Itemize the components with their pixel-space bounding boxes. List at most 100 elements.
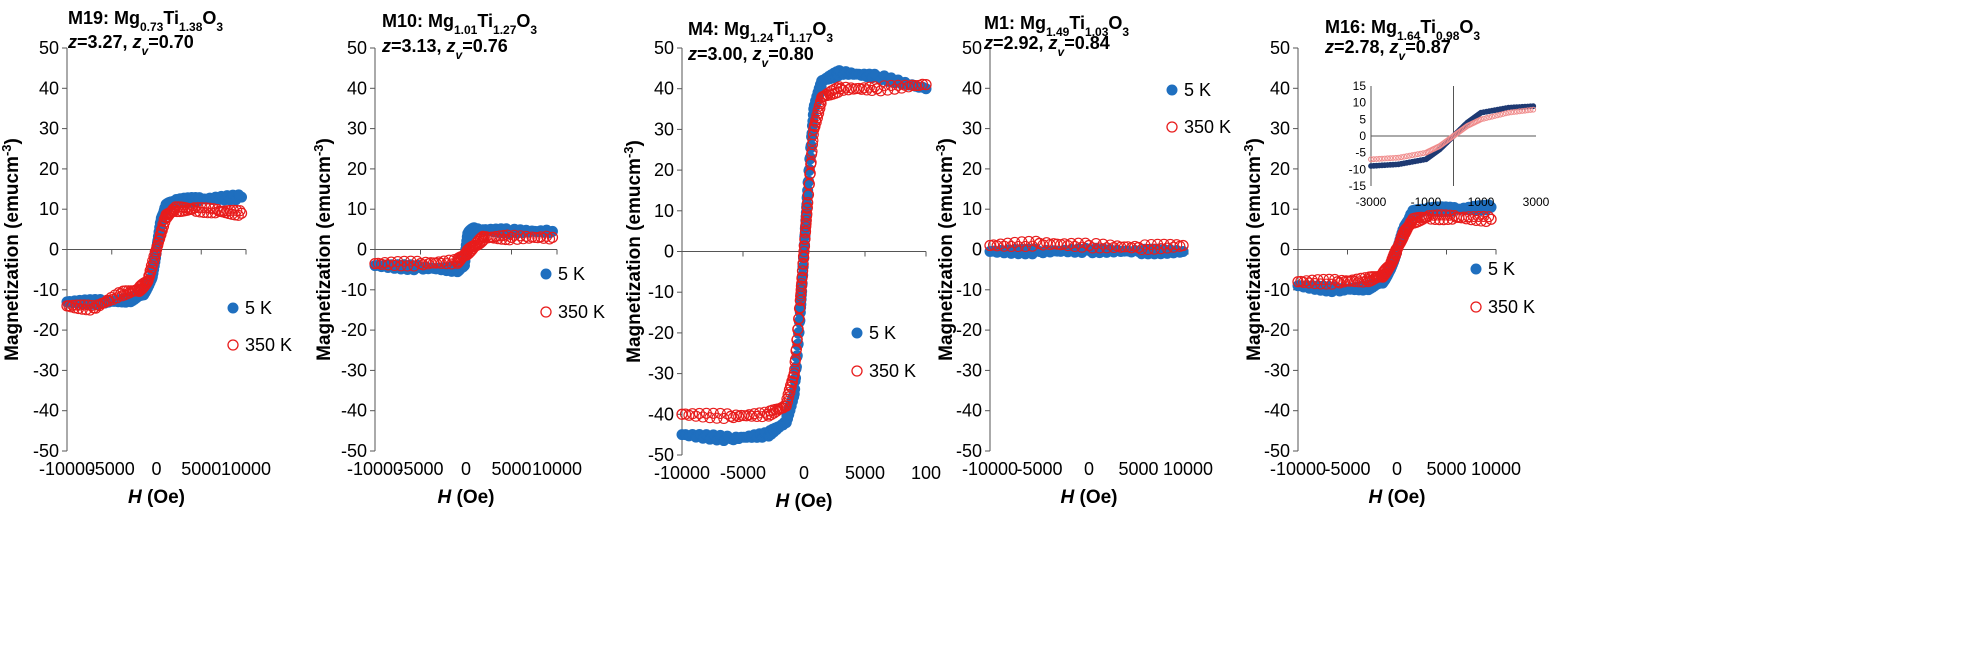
legend-marker-350k <box>1470 301 1482 313</box>
inset-data-point <box>1530 106 1537 113</box>
data-point <box>156 225 168 237</box>
subtitle-text: =0.76 <box>462 36 508 56</box>
subtitle-sub: v <box>762 56 770 70</box>
inset-data-point <box>1489 113 1495 120</box>
y-tick-label: 10 <box>654 201 674 221</box>
data-point <box>748 408 760 420</box>
x-axis-label-unit: (Oe) <box>1074 487 1117 508</box>
x-axis-label-symbol: H <box>1368 487 1383 508</box>
data-point <box>1118 241 1130 253</box>
y-axis-label-text: Magnetization (emucm <box>936 156 957 361</box>
data-point <box>1346 274 1358 286</box>
data-point <box>801 208 813 220</box>
data-point <box>1083 239 1095 252</box>
y-axis-label-group: Magnetization (emucm-3) <box>1241 138 1266 361</box>
y-tick-label: 50 <box>962 38 982 58</box>
inset-data-point <box>1409 152 1416 159</box>
legend-label-5k: 5 K <box>1184 80 1211 100</box>
data-point <box>538 232 550 244</box>
title-text: O <box>812 19 826 39</box>
legend-item-5k: 5 K <box>227 298 272 318</box>
y-tick-label: 0 <box>1280 240 1290 260</box>
legend-label-350k: 350 K <box>1488 297 1535 317</box>
y-axis-label-sup: -3 <box>621 146 636 158</box>
legend-label-350k: 350 K <box>245 335 292 355</box>
inset-data-point <box>1478 116 1484 123</box>
legend-marker-350k <box>540 306 552 318</box>
subtitle-text: =0.87 <box>1405 37 1451 57</box>
data-point <box>798 251 810 263</box>
title-text: Ti <box>773 19 789 39</box>
data-point <box>1002 237 1014 249</box>
subtitle-text: =0.70 <box>148 32 194 52</box>
subtitle-sub: v <box>142 44 150 58</box>
subtitle-text: =3.13, <box>391 36 447 56</box>
inset-data-point <box>1384 155 1391 162</box>
y-axis-label: Magnetization (emucm-3) <box>311 138 336 361</box>
x-tick-label: 0 <box>1392 459 1402 479</box>
y-tick-label: -30 <box>33 360 59 380</box>
title-text: O <box>516 11 530 31</box>
chart-subtitle: z=2.78, zv=0.87 <box>1324 37 1451 63</box>
legend-item-5k: 5 K <box>851 323 896 343</box>
x-tick-label: 0 <box>151 459 161 479</box>
subtitle-text: =0.84 <box>1064 33 1110 53</box>
data-point <box>1351 273 1363 285</box>
data-point <box>1423 210 1435 222</box>
y-axis-label-end: ) <box>936 138 957 144</box>
data-point <box>514 230 526 242</box>
chart-subtitle: z=3.27, zv=0.70 <box>67 32 194 58</box>
data-point <box>855 83 868 95</box>
inset-data-point <box>1398 154 1405 161</box>
inset-x-tick-label: 3000 <box>1523 195 1550 209</box>
title-text: M4: Mg <box>688 19 750 39</box>
y-tick-label: 50 <box>654 38 674 58</box>
subtitle-sub: v <box>1058 45 1066 59</box>
title-text: Ti <box>1420 17 1436 37</box>
inset-data-point <box>1368 156 1374 163</box>
title-sub: 3 <box>530 23 537 37</box>
title-sub: 3 <box>826 31 833 45</box>
title-sub: 0.73 <box>140 20 164 34</box>
chart-title: M16: Mg1.64Ti0.98O3 <box>1325 17 1480 43</box>
data-point <box>837 84 849 96</box>
data-point <box>1097 238 1109 250</box>
legend-label-5k: 5 K <box>558 264 585 284</box>
inset-data-point <box>1480 115 1487 122</box>
inset-data-point <box>1417 150 1424 157</box>
title-text: O <box>1459 17 1473 37</box>
y-axis-label: Magnetization (emucm-3) <box>0 138 23 361</box>
y-tick-label: -50 <box>33 441 59 461</box>
inset-data-point <box>1524 107 1531 114</box>
series-350k <box>1292 209 1497 290</box>
x-axis-label-symbol: H <box>128 487 143 508</box>
y-axis-label-text: Magnetization (emucm <box>314 156 335 361</box>
x-tick-label: 5000 <box>181 459 221 479</box>
title-text: Ti <box>163 8 179 28</box>
y-tick-label: 0 <box>357 240 367 260</box>
inset-y-tick-label: 5 <box>1359 112 1366 126</box>
y-tick-label: 40 <box>654 79 674 99</box>
y-axis-label: Magnetization (emucm-3) <box>1241 138 1266 361</box>
data-point <box>1101 242 1113 254</box>
legend-marker-350k <box>851 365 863 377</box>
x-axis-label: H (Oe) <box>437 487 494 508</box>
title-text: Ti <box>1069 13 1085 33</box>
x-tick-label: 10000 <box>1471 459 1521 479</box>
data-point <box>805 156 817 168</box>
x-tick-label: -10000 <box>347 459 403 479</box>
title-sub: 1.17 <box>789 31 813 45</box>
legend-item-350k: 350 K <box>540 302 605 322</box>
inset-data-point <box>1511 109 1517 115</box>
y-axis-label-group: Magnetization (emucm-3) <box>933 138 958 361</box>
y-tick-label: 40 <box>347 78 367 98</box>
data-point <box>916 78 929 90</box>
y-axis-label-text: Magnetization (emucm <box>624 158 645 363</box>
legend-label-350k: 350 K <box>558 302 605 322</box>
inset-x-tick-label: 1000 <box>1468 195 1495 209</box>
title-text: M19: Mg <box>68 8 140 28</box>
y-axis-label-end: ) <box>2 138 23 144</box>
y-tick-label: -10 <box>956 280 982 300</box>
legend-marker-5k <box>1166 84 1178 96</box>
